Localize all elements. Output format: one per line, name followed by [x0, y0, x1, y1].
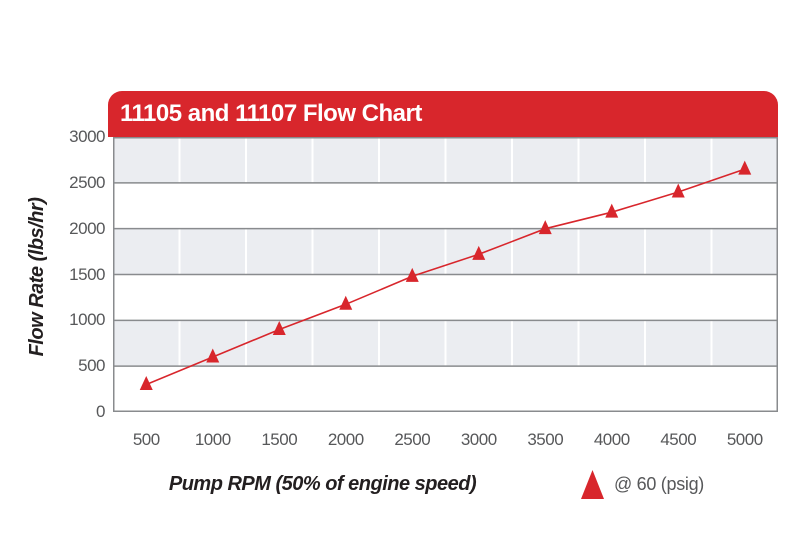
data-point-marker: [339, 295, 353, 310]
data-point-marker: [738, 160, 752, 175]
data-point-marker: [538, 220, 552, 235]
y-tick-label: 2500: [69, 172, 105, 192]
chart-title: 11105 and 11107 Flow Chart: [120, 100, 422, 127]
x-tick-label: 500: [132, 430, 160, 449]
data-point-marker: [139, 376, 153, 390]
x-tick-label: 4500: [660, 430, 697, 449]
x-tick-label: 4000: [593, 430, 630, 449]
y-tick-label: 2000: [69, 218, 105, 238]
data-point-marker: [405, 267, 419, 282]
x-tick-label: 2000: [327, 430, 364, 449]
data-point-marker: [206, 348, 220, 363]
x-axis-title: Pump RPM (50% of engine speed): [168, 473, 477, 495]
legend: @ 60 (psig): [581, 468, 704, 500]
legend-triangle-icon: [581, 469, 604, 499]
data-point-marker: [671, 183, 685, 198]
plot-svg: [113, 137, 778, 412]
y-tick-label: 1000: [69, 310, 105, 330]
x-tick-label: 1000: [194, 430, 231, 449]
x-tick-label: 1500: [261, 430, 298, 449]
y-tick-label: 0: [96, 402, 105, 421]
x-tick-label: 2500: [394, 430, 431, 449]
x-tick-label: 3500: [527, 430, 564, 449]
data-point-marker: [272, 321, 286, 335]
plot-area: [113, 137, 778, 412]
data-point-marker: [605, 203, 619, 218]
y-tick-label: 1500: [69, 264, 105, 284]
chart-header-bar: 11105 and 11107 Flow Chart: [108, 91, 778, 137]
y-tick-label: 3000: [69, 127, 105, 146]
data-series-line: [145, 168, 746, 386]
x-tick-label: 5000: [726, 430, 763, 449]
y-tick-label: 500: [78, 356, 105, 376]
data-point-marker: [472, 245, 486, 260]
legend-label: @ 60 (psig): [614, 474, 705, 494]
plot-border: [113, 137, 778, 412]
x-tick-label: 3000: [460, 430, 497, 449]
